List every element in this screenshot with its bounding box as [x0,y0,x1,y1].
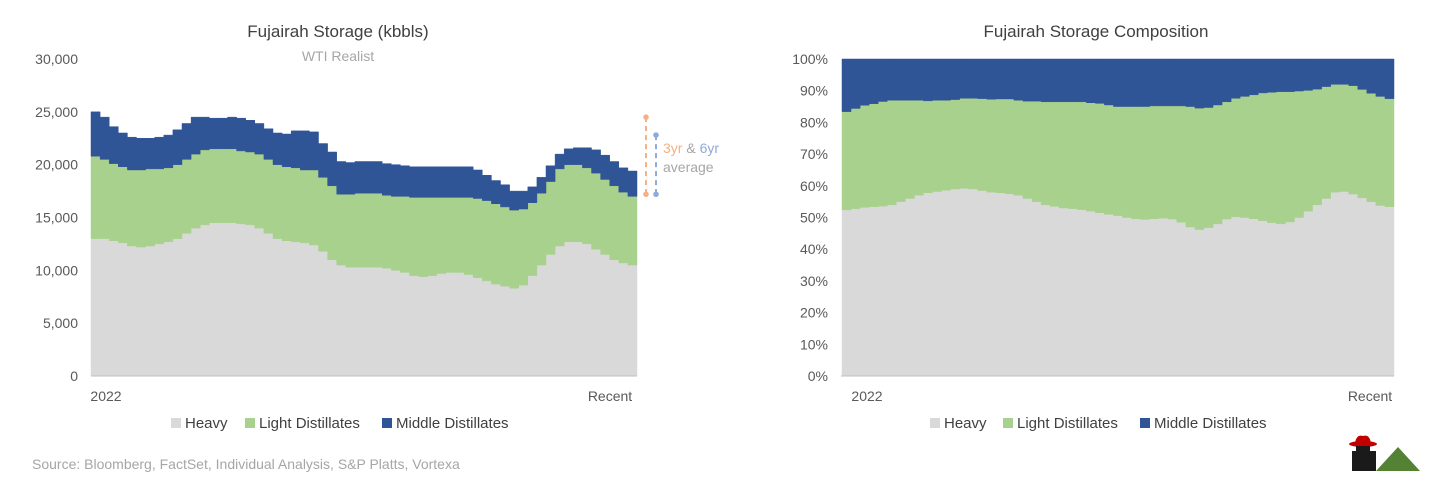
chart-title: Fujairah Storage (kbbls) [247,22,428,41]
y-tick-label: 20% [800,305,828,321]
y-tick-label: 30% [800,273,828,289]
storage-composition-chart: Fujairah Storage Composition 0% 10% 20% 30%… [792,22,1395,432]
y-tick-label: 40% [800,241,828,257]
cowboy-hat-logo-and-mountain-icon [1349,435,1420,471]
y-tick-label: 60% [800,178,828,194]
y-tick-label: 10% [800,336,828,352]
legend-label-light-distillates: Light Distillates [259,415,360,432]
y-tick-label: 15,000 [35,210,78,226]
y-tick-label: 10,000 [35,262,78,278]
legend-swatch-light-distillates [245,418,255,428]
plot-area [90,111,638,377]
x-tick-label-start: 2022 [90,388,121,404]
average-annotation-line1: 3yr & 6yr [663,140,719,156]
y-tick-label: 90% [800,83,828,99]
legend-label-middle-distillates: Middle Distillates [1154,415,1267,432]
avg-3yr-range-high-marker [643,114,649,120]
source-note: Source: Bloomberg, FactSet, Individual A… [32,456,460,472]
plot-area [841,58,1395,377]
legend-label-middle-distillates: Middle Distillates [396,415,509,432]
area-series-heavy [841,188,1395,377]
area-series-middle-distillates [841,58,1395,112]
y-tick-label: 30,000 [35,51,78,67]
y-axis: 0 5,000 10,000 15,000 20,000 25,000 30,000 [35,51,78,384]
y-tick-label: 100% [792,51,828,67]
y-tick-label: 50% [800,210,828,226]
legend: Heavy Light Distillates Middle Distillat… [171,415,509,432]
avg-and-label: & [682,140,699,156]
chart-subtitle: WTI Realist [302,48,374,64]
y-tick-label: 0% [808,368,828,384]
x-tick-label-end: Recent [588,388,632,404]
x-tick-label-end: Recent [1348,388,1392,404]
avg-6yr-label: 6yr [700,140,720,156]
legend: Heavy Light Distillates Middle Distillat… [930,415,1267,432]
legend-label-heavy: Heavy [944,415,987,432]
legend-label-heavy: Heavy [185,415,228,432]
y-tick-label: 80% [800,114,828,130]
avg-6yr-range-high-marker [653,132,659,138]
y-tick-label: 0 [70,368,78,384]
y-tick-label: 5,000 [43,315,78,331]
average-range-markers [643,114,659,198]
legend-label-light-distillates: Light Distillates [1017,415,1118,432]
y-tick-label: 20,000 [35,157,78,173]
legend-swatch-middle-distillates [382,418,392,428]
average-annotation-line2: average [663,159,714,175]
storage-volume-chart: Fujairah Storage (kbbls) WTI Realist 0 5,… [35,22,719,432]
avg-6yr-range-low-marker [653,191,659,198]
y-tick-label: 25,000 [35,104,78,120]
avg-3yr-label: 3yr [663,140,683,156]
y-tick-label: 70% [800,146,828,162]
legend-swatch-heavy [171,418,181,428]
x-tick-label-start: 2022 [851,388,882,404]
chart-title: Fujairah Storage Composition [984,22,1209,41]
legend-swatch-heavy [930,418,940,428]
y-axis: 0% 10% 20% 30% 40% 50% 60% 70% 80% 90% 100% [792,51,828,384]
legend-swatch-middle-distillates [1140,418,1150,428]
area-series-middle-distillates [90,111,638,211]
avg-3yr-range-low-marker [643,191,649,198]
legend-swatch-light-distillates [1003,418,1013,428]
